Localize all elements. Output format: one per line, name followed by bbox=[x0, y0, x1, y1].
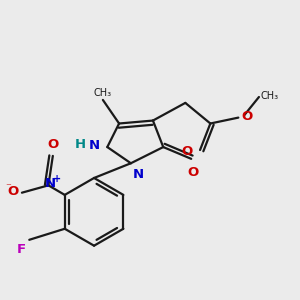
Text: H: H bbox=[75, 138, 86, 151]
Text: +: + bbox=[53, 174, 61, 184]
Text: O: O bbox=[242, 110, 253, 123]
Text: N: N bbox=[132, 168, 143, 181]
Text: CH₃: CH₃ bbox=[94, 88, 112, 98]
Text: CH₃: CH₃ bbox=[260, 91, 278, 101]
Text: ⁻: ⁻ bbox=[5, 182, 11, 192]
Text: O: O bbox=[8, 185, 19, 198]
Text: O: O bbox=[182, 145, 193, 158]
Text: O: O bbox=[47, 139, 58, 152]
Text: N: N bbox=[89, 139, 100, 152]
Text: N: N bbox=[44, 177, 56, 190]
Text: F: F bbox=[17, 243, 26, 256]
Text: O: O bbox=[187, 166, 198, 179]
